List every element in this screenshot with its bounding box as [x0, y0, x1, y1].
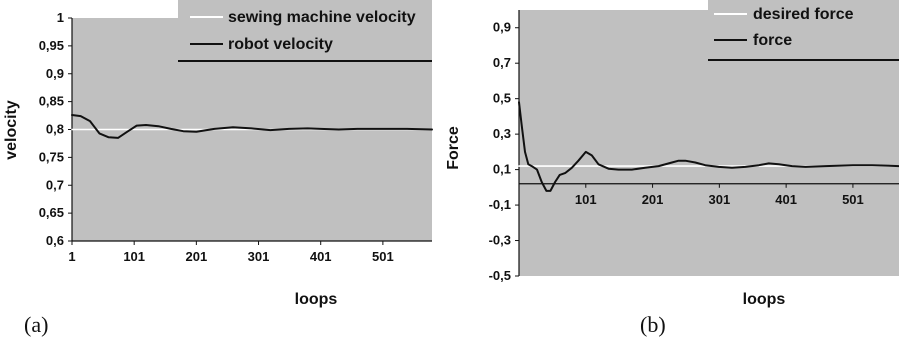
y-tick-label: 0,1 — [493, 162, 511, 177]
legend-entry: sewing machine velocity — [228, 9, 416, 26]
y-tick-label: 0,7 — [493, 55, 511, 70]
y-axis-label: velocity — [3, 100, 20, 160]
x-tick-label: 101 — [575, 192, 597, 207]
legend-entry: desired force — [753, 6, 854, 23]
y-tick-label: 0,9 — [493, 20, 511, 35]
legend: desired force force — [708, 0, 899, 61]
x-tick-label: 201 — [186, 249, 208, 264]
x-axis-label: loops — [743, 291, 786, 308]
y-tick-label: 0,5 — [493, 91, 511, 106]
y-tick-label: 0,8 — [46, 122, 64, 137]
y-tick-label: -0,5 — [489, 268, 511, 283]
y-tick-label: -0,1 — [489, 197, 511, 212]
y-tick-label: 0,6 — [46, 233, 64, 248]
y-tick-label: 0,85 — [39, 94, 64, 109]
chart-panel-a: 0,6 0,65 0,7 0,75 0,8 0,85 0,9 0,95 1 1 101 201 301 4… — [3, 0, 433, 337]
series-line-measured — [518, 101, 899, 192]
y-tick-label: 0,95 — [39, 38, 64, 53]
series-line-measured — [71, 114, 433, 139]
x-tick-label: 301 — [708, 192, 730, 207]
y-axis-label: Force — [445, 126, 462, 170]
x-tick-label: 401 — [775, 192, 797, 207]
y-tick-label: 0,7 — [46, 177, 64, 192]
y-tick-label: -0,3 — [489, 233, 511, 248]
y-tick-label: 0,75 — [39, 149, 64, 164]
y-tick-label: 0,9 — [46, 66, 64, 81]
x-tick-label: 1 — [68, 249, 75, 264]
x-tick-label: 201 — [642, 192, 664, 207]
y-tick-label: 1 — [57, 10, 64, 25]
legend-box — [708, 0, 899, 60]
legend-entry: force — [753, 32, 792, 49]
y-tick-label: 0,3 — [493, 126, 511, 141]
x-tick-label: 501 — [372, 249, 394, 264]
legend: sewing machine velocity robot velocity — [178, 0, 432, 62]
panel-label: (a) — [24, 312, 48, 337]
chart-panel-b: -0,5 -0,3 -0,1 0,1 0,3 0,5 0,7 0,9 101 201 301 401 5… — [445, 0, 899, 337]
panel-label: (b) — [640, 312, 666, 337]
x-tick-label: 501 — [842, 192, 864, 207]
legend-box — [178, 0, 432, 61]
x-tick-label: 101 — [123, 249, 145, 264]
y-tick-label: 0,65 — [39, 205, 64, 220]
x-axis-label: loops — [295, 291, 338, 308]
legend-entry: robot velocity — [228, 36, 333, 53]
x-tick-label: 301 — [248, 249, 270, 264]
x-tick-label: 401 — [310, 249, 332, 264]
